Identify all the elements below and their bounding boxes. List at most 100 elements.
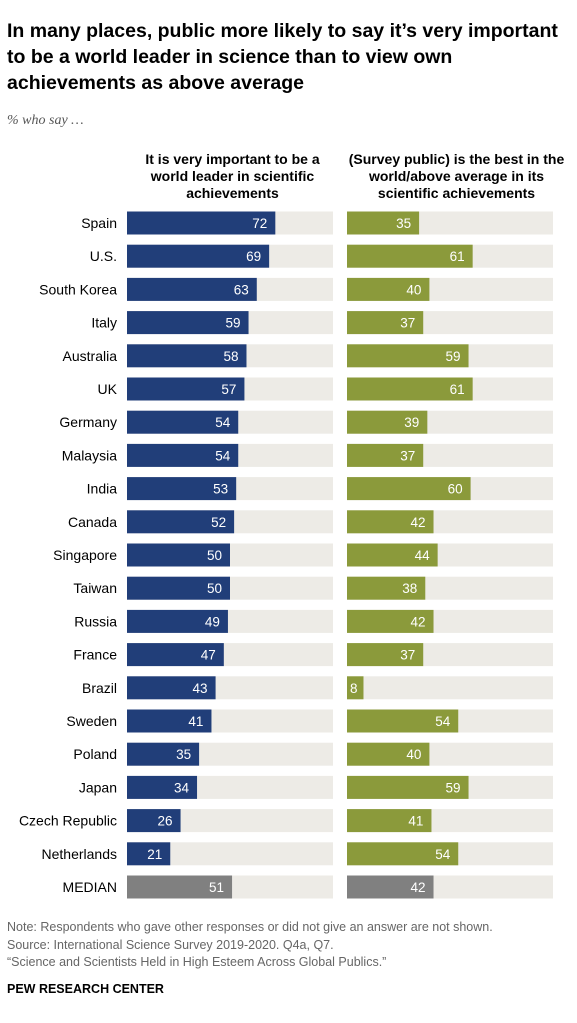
bar-above-average-sweden xyxy=(347,709,459,733)
value-label-above-average-median: 42 xyxy=(410,880,425,895)
category-label-uk: UK xyxy=(98,381,118,397)
bar-world-leader-median xyxy=(127,875,233,899)
value-label-above-average-taiwan: 38 xyxy=(402,581,417,596)
category-label-india: India xyxy=(87,481,118,497)
bar-above-average-poland xyxy=(347,742,430,766)
value-label-world-leader-brazil: 43 xyxy=(193,681,208,696)
bar-world-leader-australia xyxy=(127,344,247,368)
value-label-above-average-russia: 42 xyxy=(410,614,425,629)
bar-above-average-spain xyxy=(347,211,420,235)
chart-title: In many places, public more likely to sa… xyxy=(7,20,558,94)
category-label-canada: Canada xyxy=(68,514,117,530)
bar-above-average-u-s xyxy=(347,244,473,268)
value-label-above-average-malaysia: 37 xyxy=(400,448,415,463)
value-label-world-leader-malaysia: 54 xyxy=(215,448,231,463)
value-label-above-average-canada: 42 xyxy=(410,515,425,530)
value-label-above-average-uk: 61 xyxy=(450,382,465,397)
value-label-above-average-sweden: 54 xyxy=(435,714,451,729)
category-label-germany: Germany xyxy=(59,414,117,430)
category-label-france: France xyxy=(73,647,117,663)
bar-world-leader-czech-republic xyxy=(127,809,181,833)
value-label-above-average-japan: 59 xyxy=(446,780,461,795)
bar-world-leader-u-s xyxy=(127,244,270,268)
category-label-russia: Russia xyxy=(74,613,117,629)
chart-subtitle: % who say … xyxy=(7,113,84,128)
bar-above-average-canada xyxy=(347,510,434,534)
bar-world-leader-france xyxy=(127,643,224,667)
bar-above-average-uk xyxy=(347,377,473,401)
report-title: “Science and Scientists Held in High Est… xyxy=(7,955,387,969)
source-text: Source: International Science Survey 201… xyxy=(7,937,334,952)
chart-footnotes: Note: Respondents who gave other respons… xyxy=(7,919,493,972)
value-label-world-leader-u-s: 69 xyxy=(246,249,261,264)
bar-above-average-median xyxy=(347,875,434,899)
value-label-world-leader-france: 47 xyxy=(201,648,216,663)
bar-world-leader-sweden xyxy=(127,709,212,733)
bar-world-leader-spain xyxy=(127,211,276,235)
category-label-poland: Poland xyxy=(73,746,117,762)
value-label-above-average-u-s: 61 xyxy=(450,249,465,264)
category-label-median: MEDIAN xyxy=(63,879,117,895)
value-label-world-leader-italy: 59 xyxy=(226,316,241,331)
value-label-world-leader-germany: 54 xyxy=(215,415,231,430)
category-label-sweden: Sweden xyxy=(66,713,117,729)
bar-world-leader-malaysia xyxy=(127,443,239,467)
category-label-japan: Japan xyxy=(79,779,117,795)
bar-above-average-germany xyxy=(347,410,428,434)
bar-world-leader-uk xyxy=(127,377,245,401)
value-label-world-leader-russia: 49 xyxy=(205,614,220,629)
bar-world-leader-japan xyxy=(127,775,198,799)
bar-above-average-russia xyxy=(347,609,434,633)
bar-above-average-singapore xyxy=(347,543,438,567)
category-label-netherlands: Netherlands xyxy=(42,846,118,862)
value-label-world-leader-india: 53 xyxy=(213,482,228,497)
value-label-above-average-italy: 37 xyxy=(400,316,415,331)
value-label-above-average-brazil: 8 xyxy=(350,681,358,696)
bar-above-average-south-korea xyxy=(347,277,430,301)
value-label-world-leader-median: 51 xyxy=(209,880,224,895)
bar-world-leader-germany xyxy=(127,410,239,434)
bar-above-average-malaysia xyxy=(347,443,424,467)
organization-name: PEW RESEARCH CENTER xyxy=(7,982,164,996)
note-text: Note: Respondents who gave other respons… xyxy=(7,920,493,934)
category-label-australia: Australia xyxy=(63,348,118,364)
value-label-above-average-south-korea: 40 xyxy=(406,282,421,297)
value-label-above-average-spain: 35 xyxy=(396,216,411,231)
bar-above-average-taiwan xyxy=(347,576,426,600)
bar-above-average-brazil xyxy=(347,676,364,700)
column-header-above-average: (Survey public) is the best in the world… xyxy=(348,151,565,201)
category-label-brazil: Brazil xyxy=(82,680,117,696)
category-label-italy: Italy xyxy=(91,315,117,331)
value-label-world-leader-australia: 58 xyxy=(223,349,238,364)
value-label-world-leader-czech-republic: 26 xyxy=(158,814,173,829)
bar-above-average-japan xyxy=(347,775,469,799)
bar-world-leader-taiwan xyxy=(127,576,230,600)
category-label-spain: Spain xyxy=(81,215,117,231)
bar-above-average-czech-republic xyxy=(347,809,432,833)
value-label-above-average-poland: 40 xyxy=(406,747,421,762)
value-label-world-leader-singapore: 50 xyxy=(207,548,222,563)
bar-world-leader-canada xyxy=(127,510,235,534)
bar-chart: Spain 72 35 U.S. 69 61 South Korea 63 40 Italy 59 3… xyxy=(19,211,553,899)
bar-world-leader-italy xyxy=(127,311,249,335)
bar-above-average-italy xyxy=(347,311,424,335)
value-label-world-leader-taiwan: 50 xyxy=(207,581,222,596)
category-label-malaysia: Malaysia xyxy=(62,447,117,463)
bar-track-above-average-brazil xyxy=(347,676,553,700)
bar-above-average-france xyxy=(347,643,424,667)
value-label-above-average-netherlands: 54 xyxy=(435,847,451,862)
bar-world-leader-russia xyxy=(127,609,228,633)
value-label-world-leader-sweden: 41 xyxy=(188,714,203,729)
value-label-above-average-france: 37 xyxy=(400,648,415,663)
category-label-south-korea: South Korea xyxy=(39,281,117,297)
column-header-world-leader: It is very important to be a world leade… xyxy=(145,151,320,201)
value-label-world-leader-poland: 35 xyxy=(176,747,191,762)
bar-above-average-india xyxy=(347,477,471,501)
bar-world-leader-netherlands xyxy=(127,842,171,866)
value-label-world-leader-netherlands: 21 xyxy=(147,847,162,862)
value-label-world-leader-canada: 52 xyxy=(211,515,226,530)
category-label-singapore: Singapore xyxy=(53,547,117,563)
value-label-world-leader-japan: 34 xyxy=(174,780,190,795)
value-label-world-leader-spain: 72 xyxy=(252,216,267,231)
category-label-taiwan: Taiwan xyxy=(73,580,117,596)
